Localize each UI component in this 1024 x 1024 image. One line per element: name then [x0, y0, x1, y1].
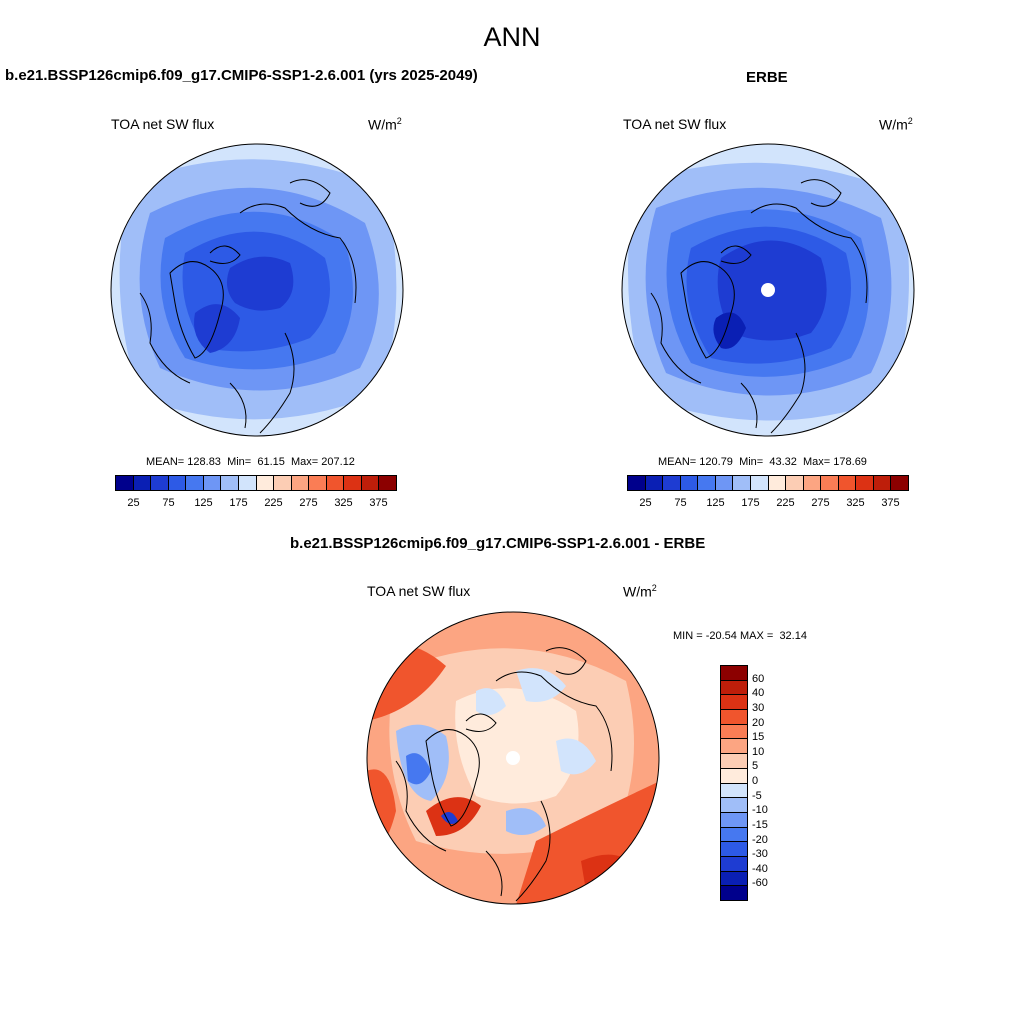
panel1-colorbar: [115, 475, 397, 491]
colorbar-swatch: [721, 768, 747, 784]
colorbar-swatch: [721, 710, 747, 725]
colorbar-tick-label: 125: [194, 497, 213, 509]
colorbar-swatch: [721, 856, 747, 872]
panel2-colorbar: [627, 475, 909, 491]
colorbar-swatch: [803, 476, 822, 490]
colorbar-tick-label: 20: [752, 716, 765, 729]
colorbar-swatch: [715, 476, 734, 490]
colorbar-tick-label: 0: [752, 775, 759, 787]
colorbar-tick-label: 25: [639, 497, 652, 509]
colorbar-tick-label: 225: [776, 497, 795, 509]
colorbar-tick-label: 325: [846, 497, 865, 509]
colorbar-swatch: [721, 666, 747, 681]
colorbar-swatch: [256, 476, 275, 490]
colorbar-tick-label: -40: [752, 862, 768, 875]
colorbar-tick-label: -20: [752, 833, 768, 846]
panel1-variable: TOA net SW flux: [111, 116, 215, 132]
figure-title: ANN: [483, 22, 541, 52]
colorbar-tick-label: -15: [752, 818, 768, 831]
panel1-polar-map: [110, 143, 404, 437]
panel1-units: W/m2: [368, 116, 402, 133]
colorbar-swatch: [721, 739, 747, 755]
colorbar-tick-label: 15: [752, 731, 765, 744]
colorbar-tick-label: 5: [752, 760, 759, 773]
panel3-polar-map: [366, 611, 660, 905]
colorbar-swatch: [663, 476, 681, 490]
colorbar-swatch: [116, 476, 134, 490]
colorbar-swatch: [361, 476, 380, 490]
colorbar-tick-label: 75: [674, 497, 687, 509]
colorbar-tick-label: 375: [369, 497, 388, 509]
colorbar-tick-label: 325: [334, 497, 353, 509]
colorbar-swatch: [733, 476, 751, 490]
colorbar-swatch: [786, 476, 804, 490]
colorbar-swatch: [856, 476, 874, 490]
colorbar-swatch: [721, 783, 747, 799]
colorbar-swatch: [721, 680, 747, 696]
panel2-polar-map: [621, 143, 915, 437]
colorbar-swatch: [721, 798, 747, 813]
colorbar-swatch: [721, 871, 747, 887]
colorbar-swatch: [379, 476, 396, 490]
colorbar-tick-label: 175: [229, 497, 248, 509]
colorbar-tick-label: 10: [752, 745, 765, 758]
colorbar-swatch: [186, 476, 204, 490]
colorbar-tick-label: 125: [706, 497, 725, 509]
colorbar-swatch: [721, 812, 747, 828]
colorbar-swatch: [721, 842, 747, 857]
colorbar-swatch: [203, 476, 222, 490]
colorbar-swatch: [891, 476, 908, 490]
panel2-units: W/m2: [879, 116, 913, 133]
colorbar-swatch: [168, 476, 187, 490]
colorbar-swatch: [768, 476, 787, 490]
colorbar-swatch: [274, 476, 292, 490]
colorbar-swatch: [151, 476, 169, 490]
colorbar-swatch: [698, 476, 716, 490]
colorbar-swatch: [291, 476, 310, 490]
colorbar-swatch: [721, 754, 747, 769]
colorbar-tick-label: 75: [162, 497, 175, 509]
colorbar-tick-label: 275: [299, 497, 318, 509]
panel2-stats: MEAN= 120.79 Min= 43.32 Max= 178.69: [658, 456, 867, 468]
colorbar-swatch: [838, 476, 857, 490]
colorbar-tick-label: -10: [752, 804, 768, 817]
panel1-stats: MEAN= 128.83 Min= 61.15 Max= 207.12: [146, 456, 355, 468]
colorbar-swatch: [221, 476, 239, 490]
colorbar-swatch: [238, 476, 257, 490]
colorbar-swatch: [721, 724, 747, 740]
panel3-minmax: MIN = -20.54 MAX = 32.14: [673, 630, 807, 642]
panel3-units: W/m2: [623, 583, 657, 600]
colorbar-tick-label: -60: [752, 877, 768, 890]
colorbar-swatch: [821, 476, 839, 490]
panel1-title: b.e21.BSSP126cmip6.f09_g17.CMIP6-SSP1-2.…: [5, 67, 478, 84]
colorbar-swatch: [873, 476, 892, 490]
colorbar-swatch: [680, 476, 699, 490]
colorbar-tick-label: 275: [811, 497, 830, 509]
panel3-colorbar: [720, 665, 748, 901]
colorbar-swatch: [628, 476, 646, 490]
colorbar-tick-label: 40: [752, 687, 765, 700]
colorbar-tick-label: 25: [127, 497, 140, 509]
colorbar-swatch: [645, 476, 664, 490]
colorbar-tick-label: 175: [741, 497, 760, 509]
colorbar-swatch: [750, 476, 769, 490]
colorbar-swatch: [721, 695, 747, 711]
colorbar-tick-label: 225: [264, 497, 283, 509]
colorbar-swatch: [344, 476, 362, 490]
colorbar-swatch: [721, 886, 747, 900]
colorbar-tick-label: -30: [752, 848, 768, 861]
colorbar-tick-label: 375: [881, 497, 900, 509]
panel3-title: b.e21.BSSP126cmip6.f09_g17.CMIP6-SSP1-2.…: [290, 535, 706, 552]
panel2-title: ERBE: [746, 69, 788, 86]
colorbar-swatch: [309, 476, 327, 490]
panel2-variable: TOA net SW flux: [623, 116, 727, 132]
colorbar-swatch: [721, 827, 747, 843]
colorbar-swatch: [326, 476, 345, 490]
colorbar-tick-label: -5: [752, 789, 762, 802]
colorbar-swatch: [133, 476, 152, 490]
colorbar-tick-label: 60: [752, 672, 765, 685]
panel3-variable: TOA net SW flux: [367, 583, 471, 599]
colorbar-tick-label: 30: [752, 701, 765, 714]
